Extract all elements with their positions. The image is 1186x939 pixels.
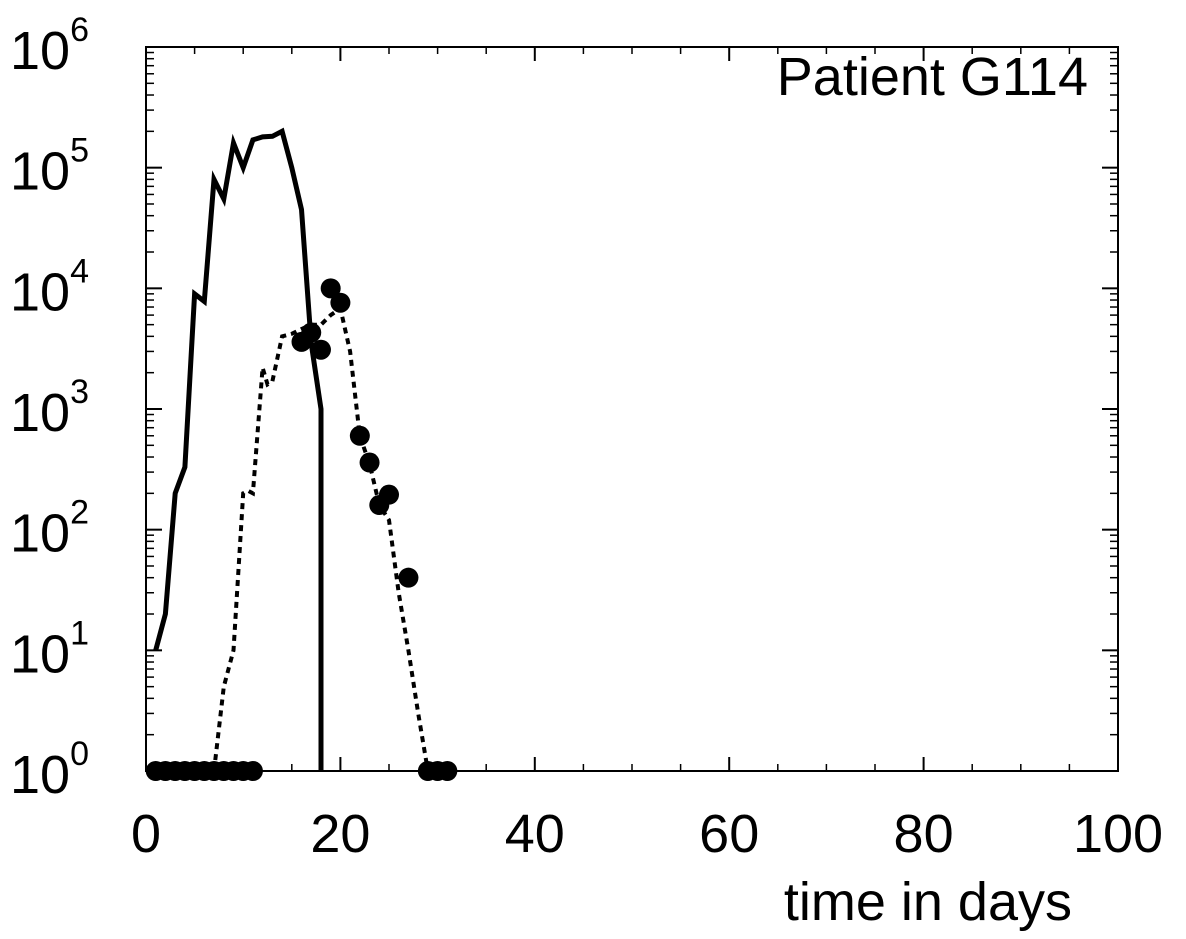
chart-annotation: Patient G114 <box>777 47 1088 107</box>
data-point-marker <box>310 339 331 360</box>
data-series <box>145 127 458 781</box>
y-tick-base: 10 <box>10 383 70 443</box>
y-tick-label: 103 <box>10 373 89 443</box>
y-tick-exponent: 5 <box>70 132 89 170</box>
x-tick-label: 100 <box>1073 804 1163 864</box>
data-point-marker <box>330 292 351 313</box>
y-tick-base: 10 <box>10 624 70 684</box>
axis-ticks <box>145 46 1119 772</box>
x-tick-label: 60 <box>699 804 759 864</box>
y-tick-exponent: 4 <box>70 252 89 290</box>
y-tick-label: 100 <box>10 735 89 805</box>
y-tick-base: 10 <box>10 745 70 805</box>
y-tick-exponent: 3 <box>70 373 89 411</box>
data-point-marker <box>320 278 341 299</box>
x-tick-label: 20 <box>310 804 370 864</box>
x-tick-label: 40 <box>505 804 565 864</box>
data-point-marker <box>301 322 322 343</box>
data-point-marker <box>359 452 380 473</box>
y-tick-exponent: 6 <box>70 11 89 49</box>
y-tick-base: 10 <box>10 262 70 322</box>
y-tick-exponent: 1 <box>70 614 89 652</box>
data-point-marker <box>398 567 419 588</box>
x-axis-title: time in days <box>784 872 1072 932</box>
y-tick-label: 106 <box>10 11 89 81</box>
y-tick-base: 10 <box>10 142 70 202</box>
y-tick-exponent: 0 <box>70 735 89 773</box>
plot-frame <box>145 46 1119 772</box>
y-tick-base: 10 <box>10 21 70 81</box>
series-line-solid <box>153 127 324 771</box>
y-tick-exponent: 2 <box>70 494 89 532</box>
x-tick-label: 80 <box>894 804 954 864</box>
y-tick-label: 102 <box>10 494 89 564</box>
x-tick-label: 0 <box>131 804 161 864</box>
y-tick-base: 10 <box>10 504 70 564</box>
y-tick-label: 101 <box>10 614 89 684</box>
y-tick-label: 104 <box>10 252 89 322</box>
y-tick-label: 105 <box>10 132 89 202</box>
data-point-marker <box>349 425 370 446</box>
data-point-marker <box>379 484 399 505</box>
